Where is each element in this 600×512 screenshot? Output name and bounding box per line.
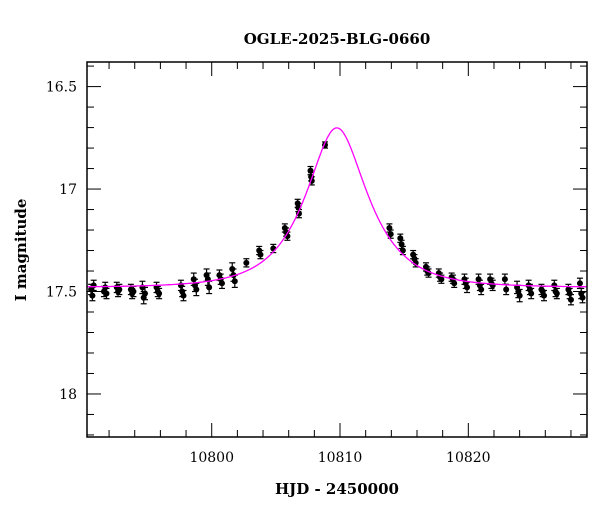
point-marker: [503, 286, 510, 293]
point-marker: [206, 284, 213, 291]
plot-frame: [86, 61, 588, 438]
point-marker: [180, 292, 187, 299]
point-marker: [464, 284, 471, 291]
data-point: [478, 283, 485, 296]
data-point: [103, 287, 110, 300]
chart-title: OGLE-2025-BLG-0660: [244, 30, 431, 48]
point-marker: [516, 292, 523, 299]
point-marker: [528, 290, 535, 297]
y-axis-label: I magnitude: [12, 199, 30, 302]
data-point: [541, 289, 548, 302]
point-marker: [103, 290, 110, 297]
point-marker: [579, 294, 586, 301]
data-point: [567, 293, 574, 306]
data-point: [243, 258, 250, 268]
point-marker: [231, 278, 238, 285]
model-curve: [87, 127, 587, 288]
data-point: [516, 288, 523, 303]
data-point: [89, 289, 96, 302]
data-point: [412, 258, 419, 268]
point-marker: [130, 288, 137, 295]
point-marker: [451, 280, 458, 287]
point-marker: [438, 276, 445, 283]
point-marker: [156, 290, 163, 297]
point-marker: [243, 259, 250, 266]
data-point: [528, 287, 535, 300]
plot-area: 10800 10810 10820 16.5 17 17.5 18: [46, 61, 588, 466]
data-point: [397, 233, 404, 243]
data-point: [553, 287, 560, 300]
y-tick-label: 17.5: [46, 285, 77, 301]
data-point: [386, 223, 393, 233]
point-marker: [387, 231, 394, 238]
point-marker: [89, 292, 96, 299]
y-tick-label: 18: [59, 387, 77, 403]
x-tick-label: 10820: [446, 450, 491, 466]
x-tick-label: 10810: [318, 450, 363, 466]
data-point: [464, 281, 471, 294]
data-point: [156, 287, 163, 300]
x-axis-label: HJD - 2450000: [275, 480, 399, 498]
point-marker: [218, 280, 225, 287]
data-point: [141, 286, 148, 301]
data-point: [399, 245, 406, 256]
point-marker: [566, 290, 573, 297]
point-marker: [270, 245, 277, 252]
data-point: [503, 283, 510, 296]
y-tick-label: 17: [59, 182, 77, 198]
y-tick-label: 16.5: [46, 80, 77, 96]
x-tick-label: 10800: [189, 450, 234, 466]
data-point: [579, 291, 586, 304]
data-point: [180, 289, 187, 302]
point-marker: [576, 280, 583, 287]
data-point: [387, 229, 394, 239]
point-marker: [141, 290, 148, 297]
data-point: [257, 249, 264, 260]
data-point: [501, 273, 508, 285]
point-marker: [567, 296, 574, 303]
point-marker: [478, 286, 485, 293]
point-marker: [501, 276, 508, 283]
point-marker: [551, 282, 558, 289]
point-marker: [102, 284, 109, 291]
point-marker: [553, 290, 560, 297]
point-marker: [257, 251, 264, 258]
point-marker: [193, 286, 200, 293]
point-marker: [90, 282, 97, 289]
point-marker: [541, 292, 548, 299]
data-point: [398, 239, 405, 250]
data-point: [206, 280, 213, 295]
point-marker: [116, 286, 123, 293]
point-marker: [475, 276, 482, 283]
data-point: [307, 165, 314, 176]
